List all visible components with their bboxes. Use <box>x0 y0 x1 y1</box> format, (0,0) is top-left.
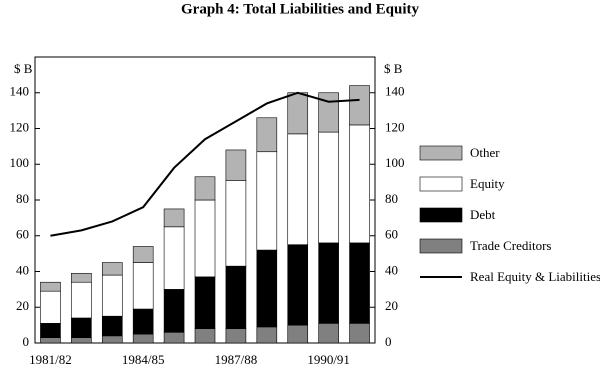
legend-label: Real Equity & Liabilities <box>470 269 600 284</box>
y2-tick-label: 40 <box>385 262 398 277</box>
line-series <box>50 91 360 237</box>
bar-segment <box>71 281 92 319</box>
bar-segment <box>225 328 247 344</box>
bar-segment <box>194 176 216 201</box>
bar-segment <box>225 265 247 330</box>
legend-label: Debt <box>470 207 496 222</box>
y-tick-label: 60 <box>16 227 29 242</box>
y-tick-label: 140 <box>10 84 30 99</box>
bar-segment <box>349 242 370 324</box>
y-tick-label: 40 <box>16 262 29 277</box>
y2-tick-label: 140 <box>385 84 405 99</box>
bar-segment <box>132 333 154 344</box>
y2-tick-label: 100 <box>385 155 405 170</box>
bar-segment <box>71 317 92 338</box>
bar-segment <box>256 249 278 328</box>
y2-axis-label: $ B <box>384 61 403 76</box>
bar-segment <box>163 289 185 333</box>
bar-segment <box>163 226 185 290</box>
bar-segment <box>318 92 339 133</box>
x-tick-label: 1990/91 <box>307 352 350 367</box>
x-tick-label: 1987/88 <box>215 352 258 367</box>
x-tick-label: 1984/85 <box>122 352 165 367</box>
y2-tick-label: 80 <box>385 191 398 206</box>
y-tick-label: 0 <box>23 334 30 349</box>
bar-segment <box>287 133 309 245</box>
bar-segment <box>71 272 92 283</box>
y-tick-label: 120 <box>10 119 30 134</box>
bar-segment <box>194 276 216 329</box>
bar-segment <box>71 337 92 344</box>
y2-tick-label: 120 <box>385 119 405 134</box>
bar-segment <box>194 328 216 344</box>
y2-tick-label: 60 <box>385 227 398 242</box>
bar-segment <box>163 208 185 228</box>
bar-segment <box>287 324 309 344</box>
bar-segment <box>101 315 123 337</box>
bar-segment <box>256 326 278 344</box>
bar-segment <box>40 290 61 324</box>
bar-segment <box>349 124 370 244</box>
x-tick-label: 1981/82 <box>29 352 72 367</box>
bar-segment <box>101 262 123 276</box>
bar-segment <box>318 323 339 344</box>
bar-segment <box>40 323 61 338</box>
y-tick-label: 80 <box>16 191 29 206</box>
bar-segment <box>256 151 278 251</box>
legend-swatch <box>419 238 463 254</box>
bar-segment <box>101 335 123 344</box>
y2-tick-label: 0 <box>385 334 392 349</box>
bar-segment <box>132 308 154 335</box>
bar-segment <box>132 262 154 310</box>
legend-label: Equity <box>470 176 505 191</box>
bar-segment <box>40 281 61 292</box>
bar-segment <box>349 323 370 344</box>
bar-segment <box>256 117 278 153</box>
legend-swatch <box>419 145 463 161</box>
chart-title: Graph 4: Total Liabilities and Equity <box>181 1 419 17</box>
bar-segment <box>349 85 370 126</box>
bar-segment <box>287 92 309 135</box>
y-tick-label: 20 <box>16 298 29 313</box>
y-axis-label: $ B <box>14 61 33 76</box>
legend-swatch <box>419 176 463 192</box>
bar-segment <box>163 331 185 344</box>
bar-segment <box>287 244 309 326</box>
bar-segment <box>194 199 216 278</box>
legend-label: Other <box>470 145 500 160</box>
bar-segment <box>318 242 339 324</box>
bar-segment <box>101 274 123 317</box>
bar-segment <box>318 131 339 244</box>
bar-segment <box>225 149 247 181</box>
legend-swatch <box>419 207 463 223</box>
bar-segment <box>225 180 247 267</box>
bar-segment <box>40 337 61 344</box>
y-tick-label: 100 <box>10 155 30 170</box>
bar-segment <box>132 246 154 263</box>
y2-tick-label: 20 <box>385 298 398 313</box>
legend-label: Trade Creditors <box>470 238 552 253</box>
